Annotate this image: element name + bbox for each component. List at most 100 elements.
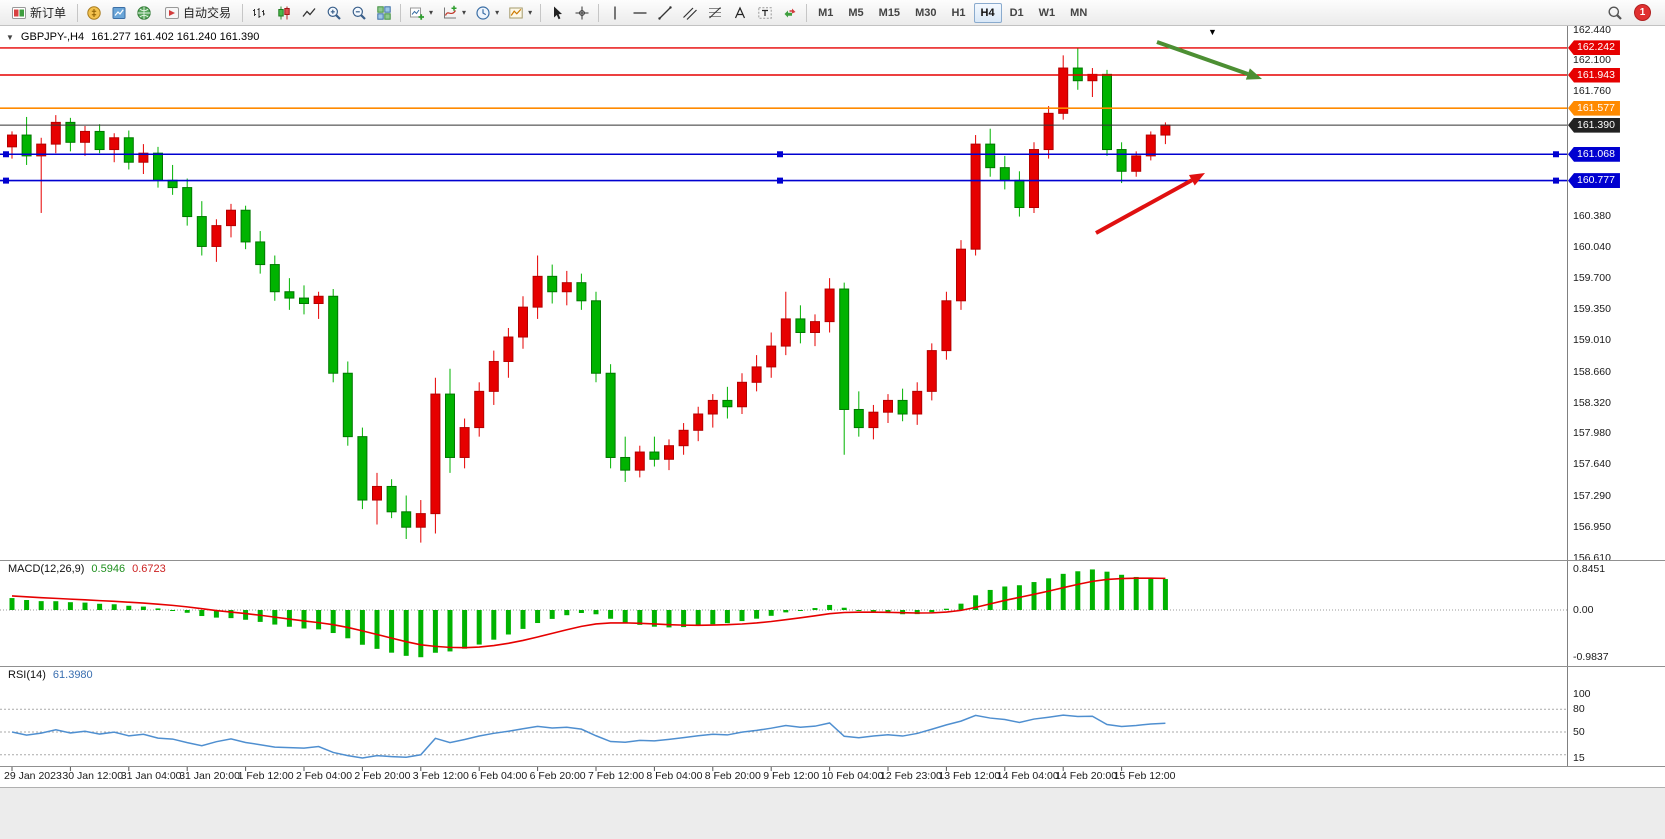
- timeframe-m15[interactable]: M15: [878, 6, 901, 19]
- periods-button[interactable]: ▾: [471, 2, 503, 24]
- panel-separator[interactable]: [0, 666, 1665, 667]
- auto-trading-button[interactable]: 自动交易: [157, 2, 238, 24]
- collapse-chart-icon[interactable]: ▼: [6, 32, 14, 42]
- timeframe-m5[interactable]: M5: [848, 6, 864, 19]
- time-label: 3 Feb 12:00: [412, 770, 469, 782]
- indicators-button[interactable]: ▾: [438, 2, 470, 24]
- trendline-button[interactable]: [653, 2, 677, 24]
- axis-tick-label: 158.320: [1573, 396, 1611, 409]
- cursor-button[interactable]: [545, 2, 569, 24]
- crosshair-button[interactable]: [570, 2, 594, 24]
- time-label: 8 Feb 04:00: [646, 770, 703, 782]
- time-label: 29 Jan 2023: [4, 770, 62, 782]
- axis-tick-label: 80: [1573, 702, 1585, 715]
- rsi-name: RSI(14): [8, 669, 46, 681]
- notification-badge[interactable]: 1: [1634, 4, 1651, 21]
- timeframe-h4[interactable]: H4: [973, 2, 1002, 23]
- horizontal-line-button[interactable]: [628, 2, 652, 24]
- gold-symbol-icon: [86, 5, 102, 21]
- macd-signal-value: 0.6723: [132, 563, 166, 575]
- axis-tick-label: 162.440: [1573, 23, 1611, 36]
- text-button[interactable]: [728, 2, 752, 24]
- chart-canvas[interactable]: [0, 0, 1567, 786]
- timeframe-mn[interactable]: MN: [1070, 6, 1088, 19]
- axis-tick-label: 157.290: [1573, 489, 1611, 502]
- axis-tick-label: 15: [1573, 752, 1585, 765]
- new-order-button[interactable]: 新订单: [4, 2, 73, 24]
- axis-tick-label: 159.700: [1573, 271, 1611, 284]
- toolbar-separator: [540, 3, 542, 22]
- fibonacci-icon: [707, 5, 723, 21]
- timeframe-d1[interactable]: D1: [1009, 6, 1024, 19]
- horizontal-line-icon: [632, 5, 648, 21]
- zoom-in-button[interactable]: [322, 2, 346, 24]
- market-watch-button[interactable]: [107, 2, 131, 24]
- shapes-button[interactable]: [778, 2, 802, 24]
- zoom-out-button[interactable]: [347, 2, 371, 24]
- axis-tick-label: -0.9837: [1573, 650, 1609, 663]
- line-chart-button[interactable]: [297, 2, 321, 24]
- timeframe-m30[interactable]: M30: [915, 6, 937, 19]
- gold-symbol-button[interactable]: [82, 2, 106, 24]
- line-handle: [777, 151, 783, 158]
- timeframe-group: M1 M5 M15 M30 H1 H4 D1 W1 MN: [811, 2, 1094, 23]
- symbol-period-label: GBPJPY-,H4: [20, 31, 85, 43]
- time-label: 8 Feb 20:00: [704, 770, 761, 782]
- line-handle: [3, 151, 9, 158]
- bid-price-badge: 161.390: [1568, 117, 1620, 133]
- trendline-icon: [657, 5, 673, 21]
- panel-separator: [0, 766, 1665, 767]
- chart-shift-marker[interactable]: ▼: [1208, 27, 1217, 37]
- candlestick-chart-button[interactable]: [272, 2, 296, 24]
- text-label-button[interactable]: [753, 2, 777, 24]
- window-bottom-strip: [0, 787, 1665, 839]
- search-button[interactable]: [1603, 2, 1627, 24]
- community-button[interactable]: [132, 2, 156, 24]
- toolbar-separator: [598, 3, 600, 22]
- hline-161.068[interactable]: [0, 151, 1567, 158]
- new-chart-button[interactable]: ▾: [405, 2, 437, 24]
- pointer-group: [545, 2, 594, 24]
- vertical-line-button[interactable]: [603, 2, 627, 24]
- chart-type-group: [247, 2, 321, 24]
- time-label: 30 Jan 12:00: [62, 770, 124, 782]
- timeframe-h1[interactable]: H1: [951, 6, 966, 19]
- time-label: 31 Jan 04:00: [120, 770, 182, 782]
- timeframe-w1[interactable]: W1: [1038, 6, 1056, 19]
- timeframe-m1[interactable]: M1: [818, 6, 834, 19]
- caret-down-icon: ▾: [528, 8, 533, 17]
- bar-chart-button[interactable]: [247, 2, 271, 24]
- templates-button[interactable]: ▾: [504, 2, 536, 24]
- templates-icon: [508, 5, 524, 21]
- macd-signal-line: [11, 577, 1166, 649]
- price-badge-161.068: 161.068: [1568, 146, 1620, 162]
- time-label: 6 Feb 04:00: [471, 770, 528, 782]
- auto-trading-icon: [164, 5, 180, 21]
- community-icon: [136, 5, 152, 21]
- green-arrow[interactable]: [1156, 40, 1262, 80]
- candlestick-chart-icon: [276, 5, 292, 21]
- axis-tick-label: 0.8451: [1573, 562, 1606, 575]
- fibonacci-button[interactable]: [703, 2, 727, 24]
- ohlc-values: 161.277 161.402 161.240 161.390: [91, 31, 260, 43]
- line-chart-icon: [301, 5, 317, 21]
- red-arrow[interactable]: [1095, 173, 1205, 235]
- time-label: 1 Feb 12:00: [237, 770, 294, 782]
- price-axis[interactable]: 162.440162.100161.760161.420161.080160.7…: [1567, 23, 1665, 766]
- new-order-label: 新订单: [30, 6, 67, 20]
- axis-tick-label: 157.980: [1573, 427, 1611, 440]
- time-label: 31 Jan 20:00: [179, 770, 240, 782]
- tile-windows-button[interactable]: [372, 2, 396, 24]
- time-axis[interactable]: 29 Jan 2023 30 Jan 12:00 31 Jan 04:00 31 Ja…: [0, 767, 1665, 786]
- time-label: 2 Feb 20:00: [354, 770, 411, 782]
- price-badge-160.777: 160.777: [1568, 173, 1620, 189]
- periods-icon: [475, 5, 491, 21]
- price-badge-161.577: 161.577: [1568, 100, 1620, 116]
- channel-button[interactable]: [678, 2, 702, 24]
- hline-160.777[interactable]: [0, 177, 1567, 184]
- panel-separator[interactable]: [0, 560, 1665, 561]
- channel-icon: [682, 5, 698, 21]
- toolbar: 新订单 自动交易 ▾ ▾ ▾ ▾ M1 M5 M15 M30 H1 H4 D1 W1 MN 1: [0, 0, 1665, 26]
- macd-name: MACD(12,26,9): [8, 563, 85, 575]
- caret-down-icon: ▾: [429, 8, 434, 17]
